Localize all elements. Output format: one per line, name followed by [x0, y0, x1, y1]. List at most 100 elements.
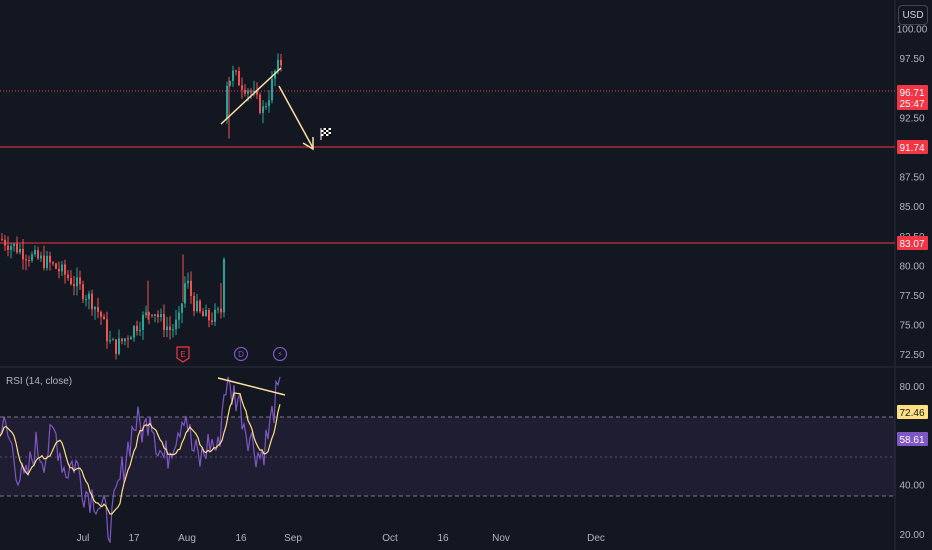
candle-body: [121, 338, 123, 342]
candle-body: [109, 340, 111, 342]
svg-text:D: D: [238, 350, 244, 359]
candle-body: [181, 303, 183, 313]
price-axis[interactable]: 100.0097.5095.0092.5090.0087.5085.0082.5…: [897, 25, 928, 362]
price-tick-label: 72.50: [899, 350, 924, 361]
time-tick-label: Jul: [77, 533, 90, 544]
candle-body: [100, 311, 102, 317]
time-tick-label: 17: [128, 533, 140, 544]
candle-body: [184, 283, 186, 304]
candle-body: [4, 239, 6, 246]
candle-body: [154, 314, 156, 316]
candle-body: [199, 300, 201, 312]
currency-button[interactable]: USD: [898, 5, 928, 25]
candle-body: [223, 259, 225, 313]
candle-body: [31, 254, 33, 261]
candle-body: [91, 293, 93, 310]
dividend-icon[interactable]: D: [233, 346, 249, 362]
price-tick-label: 92.50: [899, 113, 924, 124]
candle-body: [37, 250, 39, 259]
candle-body: [217, 308, 219, 310]
candle-body: [232, 70, 234, 81]
split-icon[interactable]: ⚡: [272, 346, 288, 362]
candle-body: [145, 312, 147, 315]
time-tick-label: 16: [235, 533, 247, 544]
time-tick-label: Oct: [382, 533, 398, 544]
candle-body: [235, 70, 237, 72]
candle-body: [208, 309, 210, 321]
trendline-projection[interactable]: [278, 85, 314, 149]
candle-body: [13, 243, 15, 247]
candle-body: [40, 255, 42, 259]
candle-body: [229, 80, 231, 86]
candle-body: [58, 268, 60, 272]
candle-body: [247, 90, 249, 94]
price-tick-label: 75.00: [899, 321, 924, 332]
candle-body: [70, 278, 72, 285]
candle-body: [88, 293, 90, 300]
candle-body: [157, 314, 159, 317]
candle-body: [130, 337, 132, 340]
candle-body: [43, 255, 45, 268]
candle-body: [136, 325, 138, 332]
candle-body: [34, 250, 36, 255]
trendline-rising[interactable]: [220, 67, 282, 125]
candle-body: [241, 85, 243, 90]
candle-body: [166, 326, 168, 330]
candle-body: [268, 100, 270, 107]
candle-body: [82, 284, 84, 300]
candle-body: [49, 255, 51, 263]
level-1-label: 91.74: [897, 140, 928, 154]
candle-body: [22, 248, 24, 260]
candles[interactable]: [1, 53, 282, 360]
candle-body: [97, 307, 99, 312]
svg-text:83.07: 83.07: [899, 239, 924, 250]
time-axis[interactable]: Jul 17 Aug 16 Sep Oct 16 Nov Dec: [77, 533, 605, 544]
candle-body: [7, 245, 9, 250]
candle-body: [259, 94, 261, 113]
candle-body: [190, 280, 192, 297]
candle-body: [142, 314, 144, 330]
candle-body: [265, 106, 267, 108]
svg-text:E: E: [180, 350, 185, 359]
candle-body: [76, 277, 78, 287]
candle-body: [271, 78, 273, 101]
price-tick-label: 77.50: [899, 291, 924, 302]
candle-body: [133, 325, 135, 338]
candle-body: [274, 70, 276, 79]
level-2-label: 83.07: [897, 236, 928, 250]
rsi-divergence-line[interactable]: [217, 377, 286, 396]
time-tick-label: Nov: [492, 533, 510, 544]
candle-body: [85, 299, 87, 301]
candle-body: [52, 262, 54, 264]
candle-body: [73, 284, 75, 287]
candle-body: [238, 71, 240, 86]
rsi-tick-label: 80.00: [899, 382, 924, 393]
candle-body: [10, 246, 12, 250]
rsi-ma-line[interactable]: [0, 392, 281, 515]
candle-body: [115, 339, 117, 354]
time-tick-label: 16: [437, 533, 449, 544]
candle-body: [124, 338, 126, 342]
svg-text:91.74: 91.74: [899, 143, 924, 154]
candle-body: [163, 314, 165, 330]
rsi-indicator-title[interactable]: RSI (14, close): [6, 376, 73, 387]
candle-body: [103, 316, 105, 320]
svg-text:96.71: 96.71: [899, 88, 924, 99]
svg-text:58.61: 58.61: [899, 435, 924, 446]
checkered-flag-icon[interactable]: [320, 128, 331, 140]
candle-body: [79, 277, 81, 285]
candle-body: [118, 338, 120, 354]
candle-body: [280, 59, 282, 66]
candle-body: [28, 260, 30, 262]
time-tick-label: Sep: [284, 533, 302, 544]
earnings-icon[interactable]: E: [176, 346, 190, 363]
candle-body: [244, 89, 246, 94]
candle-body: [196, 300, 198, 312]
candle-body: [94, 307, 96, 310]
current-price-label: 96.71 25:47: [897, 85, 928, 110]
rsi-value-label: 72.46: [897, 405, 928, 419]
candle-body: [61, 264, 63, 272]
candle-body: [202, 311, 204, 317]
svg-text:⚡: ⚡: [277, 350, 283, 359]
